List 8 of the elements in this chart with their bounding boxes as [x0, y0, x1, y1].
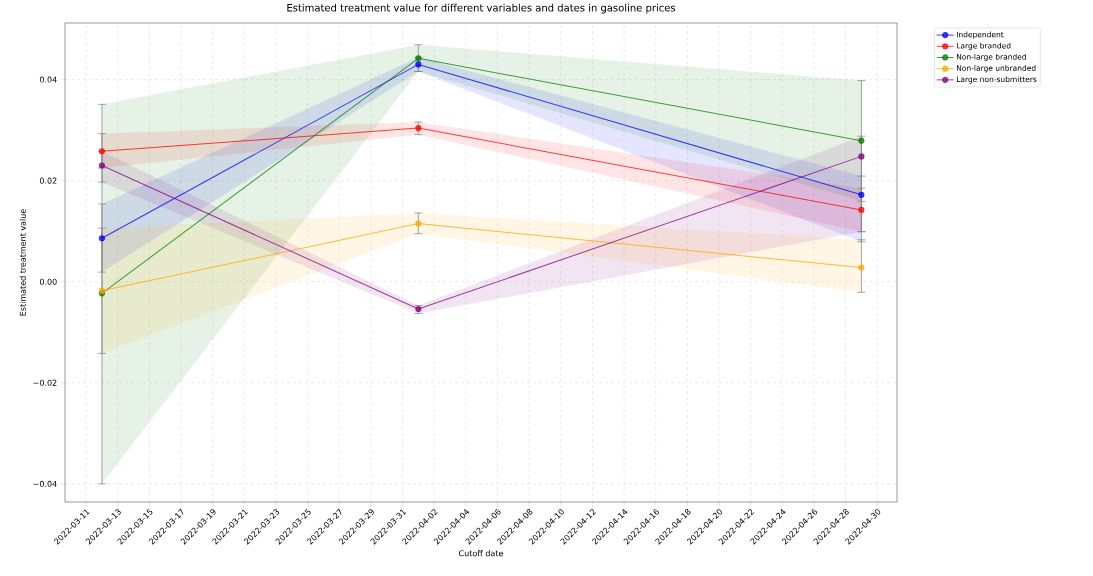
y-tick-label: 0.02	[39, 177, 57, 184]
chart-title: Estimated treatment value for different variables and dates in gasoline prices	[287, 3, 676, 14]
y-tick-label: −0.04	[33, 480, 57, 487]
x-axis-title: Cutoff date	[459, 550, 503, 557]
y-tick-label: 0.00	[39, 278, 57, 285]
y-tick-label: −0.02	[33, 379, 57, 386]
y-axis-title: Estimated treatment value	[19, 209, 26, 316]
y-tick-label: 0.04	[39, 76, 57, 83]
